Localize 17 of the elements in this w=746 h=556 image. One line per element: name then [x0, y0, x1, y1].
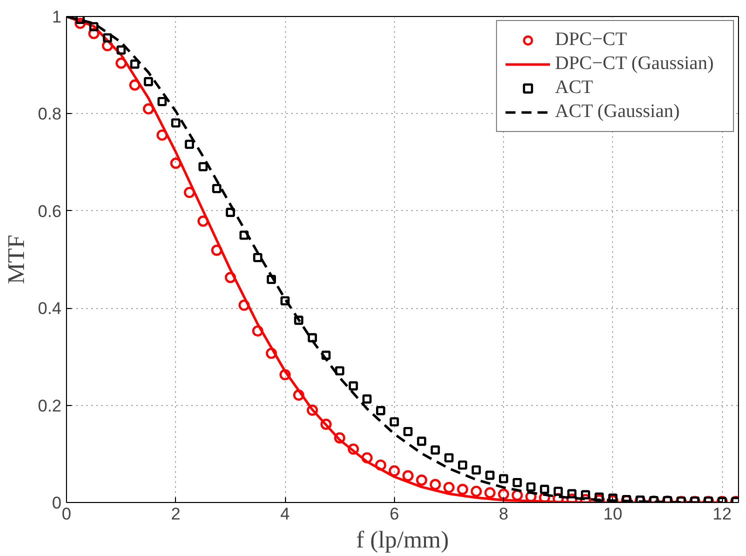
x-tick-label: 6 — [390, 504, 400, 524]
y-tick-label: 0.6 — [38, 202, 62, 221]
y-axis-title: MTF — [4, 234, 30, 284]
x-tick-label: 8 — [498, 504, 508, 524]
legend-label: ACT — [555, 77, 594, 99]
y-tick-label: 0.8 — [38, 104, 62, 124]
legend-label: ACT (Gaussian) — [555, 101, 681, 123]
legend-label: DPC−CT — [555, 29, 628, 51]
y-tick-label: 0.4 — [38, 299, 62, 318]
x-axis-title: f (lp/mm) — [356, 528, 449, 554]
x-tick-label: 2 — [171, 504, 181, 524]
x-tick-label: 12 — [712, 504, 732, 524]
x-tick-label: 4 — [280, 504, 290, 524]
legend-label: DPC−CT (Gaussian) — [555, 53, 715, 75]
x-tick-label: 10 — [603, 504, 622, 524]
y-tick-label: 1 — [52, 8, 62, 26]
y-tick-label: 0.2 — [38, 396, 62, 416]
